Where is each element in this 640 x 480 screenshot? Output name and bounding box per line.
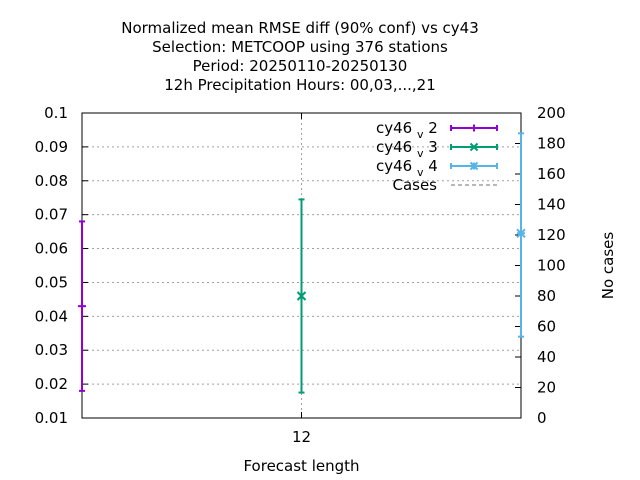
y2-tick-label: 40	[537, 348, 556, 366]
y2-tick-label: 100	[537, 257, 566, 275]
title-line: Period: 20250110-20250130	[193, 57, 408, 75]
legend-entry: cy46 v 4	[376, 157, 498, 179]
y2-tick-label: 120	[537, 226, 566, 244]
y-tick-label: 0.1	[44, 104, 68, 122]
legend-marker	[469, 161, 479, 171]
y-tick-label: 0.03	[35, 341, 68, 359]
y2-tick-label: 160	[537, 165, 566, 183]
legend-label: Cases	[392, 176, 437, 194]
marker-stroke	[469, 142, 479, 152]
y2-tick-label: 140	[537, 196, 566, 214]
title-line: Normalized mean RMSE diff (90% conf) vs …	[121, 19, 479, 37]
data-point	[516, 228, 526, 239]
y-tick-label: 0.02	[35, 375, 68, 393]
chart-title: Normalized mean RMSE diff (90% conf) vs …	[121, 19, 479, 94]
marker-stroke	[296, 291, 307, 301]
y-tick-label: 0.04	[35, 307, 68, 325]
y2-tick-label: 200	[537, 104, 566, 122]
y2-axis-label: No cases	[599, 232, 617, 300]
data-point	[78, 302, 86, 311]
title-line: 12h Precipitation Hours: 00,03,...,21	[164, 76, 436, 94]
legend-label: cy46 v 2	[376, 119, 438, 141]
y2-tick-label: 180	[537, 135, 566, 153]
series-cy46-v-3	[296, 198, 307, 394]
legend-label: cy46 v 3	[376, 138, 438, 160]
y2-tick-label: 20	[537, 379, 556, 397]
legend-marker	[469, 142, 479, 152]
title-line: Selection: METCOOP using 376 stations	[152, 38, 448, 56]
legend-entry: cy46 v 3	[376, 138, 498, 160]
y-tick-label: 0.09	[35, 138, 68, 156]
legend-marker	[470, 124, 478, 132]
legend-label: cy46 v 4	[376, 157, 438, 179]
series-cy46-v-2	[78, 220, 86, 392]
marker-stroke	[469, 161, 479, 171]
x-axis: 12	[292, 113, 311, 446]
x-tick-label: 12	[292, 428, 311, 446]
series-group	[78, 132, 526, 394]
marker-stroke	[516, 228, 526, 239]
y-tick-label: 0.07	[35, 206, 68, 224]
series-cy46-v-4	[516, 132, 526, 338]
y2-tick-label: 80	[537, 287, 556, 305]
legend-entry: Cases	[392, 176, 497, 194]
y-tick-label: 0.08	[35, 172, 68, 190]
y-axis: 0.1 0.09 0.08 0.07 0.06 0.05 0.04 0.03 0.02 0.01	[35, 104, 88, 427]
y-tick-label: 0.05	[35, 273, 68, 291]
grid	[82, 113, 521, 418]
y-tick-label: 0.06	[35, 240, 68, 258]
y2-tick-label: 0	[537, 409, 547, 427]
y2-tick-label: 60	[537, 318, 556, 336]
y-tick-label: 0.01	[35, 409, 68, 427]
legend-entry: cy46 v 2	[376, 119, 498, 141]
data-point	[296, 291, 307, 301]
x-axis-label: Forecast length	[243, 457, 359, 475]
